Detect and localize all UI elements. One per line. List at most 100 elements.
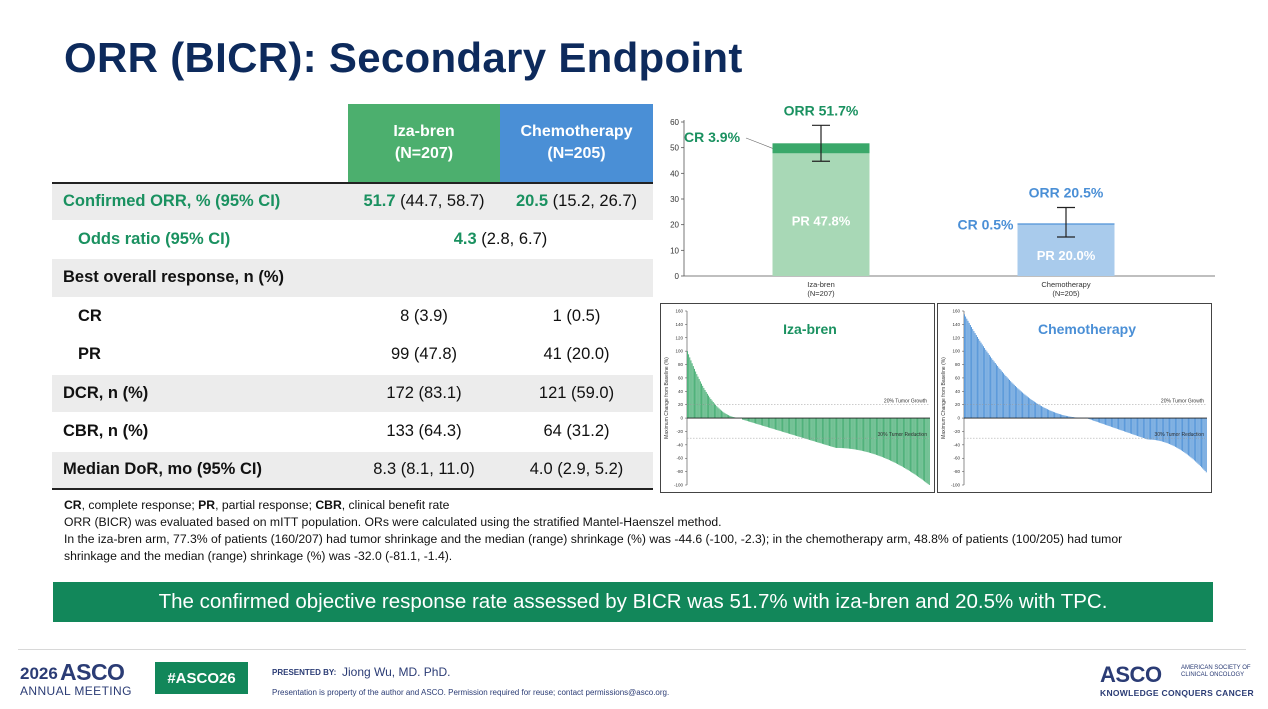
- waterfall-bar: [1063, 415, 1065, 419]
- waterfall-bar: [1199, 418, 1201, 467]
- waterfall-bar: [814, 418, 816, 442]
- waterfall-bar: [823, 418, 825, 445]
- abbr-cbr-text: , clinical benefit rate: [341, 498, 450, 512]
- presented-by-label: PRESENTED BY:: [272, 668, 337, 677]
- waterfall-bar: [977, 336, 978, 419]
- waterfall-bar: [1006, 377, 1008, 419]
- waterfall-bar: [1007, 378, 1009, 419]
- conclusion-banner: The confirmed objective response rate as…: [53, 582, 1213, 622]
- waterfall-bar: [729, 415, 731, 419]
- table-row-cr: CR 8 (3.9) 1 (0.5): [52, 298, 653, 336]
- waterfall-bar: [838, 418, 840, 448]
- cell-chemo: 20.5 (15.2, 26.7): [500, 192, 653, 211]
- waterfall-bar: [1103, 418, 1105, 425]
- waterfall-bar: [1048, 409, 1050, 419]
- waterfall-bar: [1135, 418, 1137, 436]
- waterfall-bar: [910, 418, 911, 472]
- waterfall-bar: [1017, 388, 1019, 419]
- waterfall-bar: [1173, 418, 1175, 447]
- waterfall-bar: [1089, 418, 1091, 420]
- waterfall-bar: [1121, 418, 1123, 431]
- waterfall-bar: [974, 333, 976, 419]
- waterfall-bar: [787, 418, 789, 434]
- waterfall-bar: [1147, 418, 1149, 440]
- waterfall-bar: [906, 418, 908, 470]
- pr-label: PR 20.0%: [1037, 248, 1096, 263]
- y-tick-label: 100: [952, 349, 960, 354]
- waterfall-bar: [914, 418, 916, 475]
- waterfall-bar: [816, 418, 818, 443]
- waterfall-bar: [866, 418, 868, 453]
- waterfall-bar: [1115, 418, 1117, 429]
- waterfall-bar: [705, 391, 707, 419]
- waterfall-bar: [1012, 383, 1014, 419]
- waterfall-bar: [1088, 418, 1090, 420]
- waterfall-bar: [1185, 418, 1187, 454]
- waterfall-bar: [1179, 418, 1181, 450]
- presenter-name: Jiong Wu, MD. PhD.: [342, 665, 451, 679]
- waterfall-bar: [1055, 412, 1057, 419]
- waterfall-bar: [861, 418, 863, 451]
- waterfall-bar: [752, 418, 754, 423]
- waterfall-bar: [853, 418, 855, 450]
- waterfall-bar: [887, 418, 889, 460]
- waterfall-bar: [1032, 400, 1034, 419]
- orr-stacked-bar-chart: 0 10 20 30 40 50 60 Iza-bren(N=207) Chemotherapy…: [670, 102, 1215, 298]
- y-tick-label: 80: [678, 362, 684, 367]
- waterfall-bar: [803, 418, 805, 439]
- waterfall-bar: [849, 418, 850, 449]
- row-label: Median DoR, mo (95% CI): [63, 460, 262, 479]
- waterfall-bar: [867, 418, 869, 453]
- waterfall-bar: [699, 381, 701, 419]
- waterfall-bar: [777, 418, 779, 431]
- waterfall-bar: [1065, 415, 1067, 419]
- waterfall-bar: [876, 418, 877, 455]
- waterfall-bar: [920, 418, 922, 479]
- waterfall-bar: [1016, 387, 1018, 419]
- waterfall-bar: [711, 400, 713, 419]
- waterfall-bar: [1036, 403, 1038, 419]
- waterfall-bar: [1099, 418, 1101, 423]
- waterfall-bar: [809, 418, 810, 440]
- waterfall-bar: [994, 362, 996, 419]
- waterfall-bar: [990, 356, 991, 419]
- waterfall-bar: [782, 418, 783, 432]
- waterfall-bar: [1101, 418, 1103, 424]
- waterfall-bar: [1000, 370, 1002, 419]
- waterfall-bar: [894, 418, 896, 463]
- waterfall-bar: [878, 418, 880, 456]
- waterfall-bar: [1094, 418, 1096, 422]
- waterfall-bar: [745, 418, 747, 421]
- waterfall-bar: [980, 342, 982, 419]
- waterfall-bar: [802, 418, 803, 438]
- waterfall-bar: [1178, 418, 1180, 449]
- waterfall-bar: [749, 418, 751, 422]
- waterfall-bar: [918, 418, 920, 478]
- waterfall-bar: [840, 418, 842, 449]
- waterfall-bar: [784, 418, 786, 433]
- waterfall-bars: [687, 351, 930, 485]
- table-row-dcr: DCR, n (%) 172 (83.1) 121 (59.0): [52, 374, 653, 413]
- cell-iza-main: 51.7: [363, 192, 396, 211]
- waterfall-bar: [1107, 418, 1109, 426]
- waterfall-bar: [1132, 418, 1134, 435]
- cell-odds-main: 4.3: [453, 229, 477, 248]
- waterfall-bar: [919, 418, 921, 478]
- waterfall-bar: [1051, 411, 1053, 419]
- waterfall-bar: [897, 418, 899, 465]
- waterfall-bar: [1177, 418, 1179, 449]
- waterfall-bar: [1038, 404, 1040, 419]
- waterfall-bar: [709, 397, 711, 419]
- waterfall-bar: [845, 418, 847, 449]
- footnote-shrinkage: In the iza-bren arm, 77.3% of patients (…: [64, 532, 1123, 563]
- waterfall-bar: [1061, 414, 1063, 419]
- waterfall-bar: [1014, 386, 1016, 419]
- waterfall-bar: [1030, 399, 1032, 419]
- y-tick-label: 100: [675, 349, 683, 354]
- waterfall-bar: [1129, 418, 1131, 434]
- cell-chemo-main: 20.5: [515, 192, 549, 211]
- waterfall-bar: [1160, 418, 1162, 442]
- waterfall-bar: [1195, 418, 1197, 462]
- waterfall-bar: [1069, 416, 1071, 419]
- header-iza-bren: Iza-bren (N=207): [348, 104, 500, 182]
